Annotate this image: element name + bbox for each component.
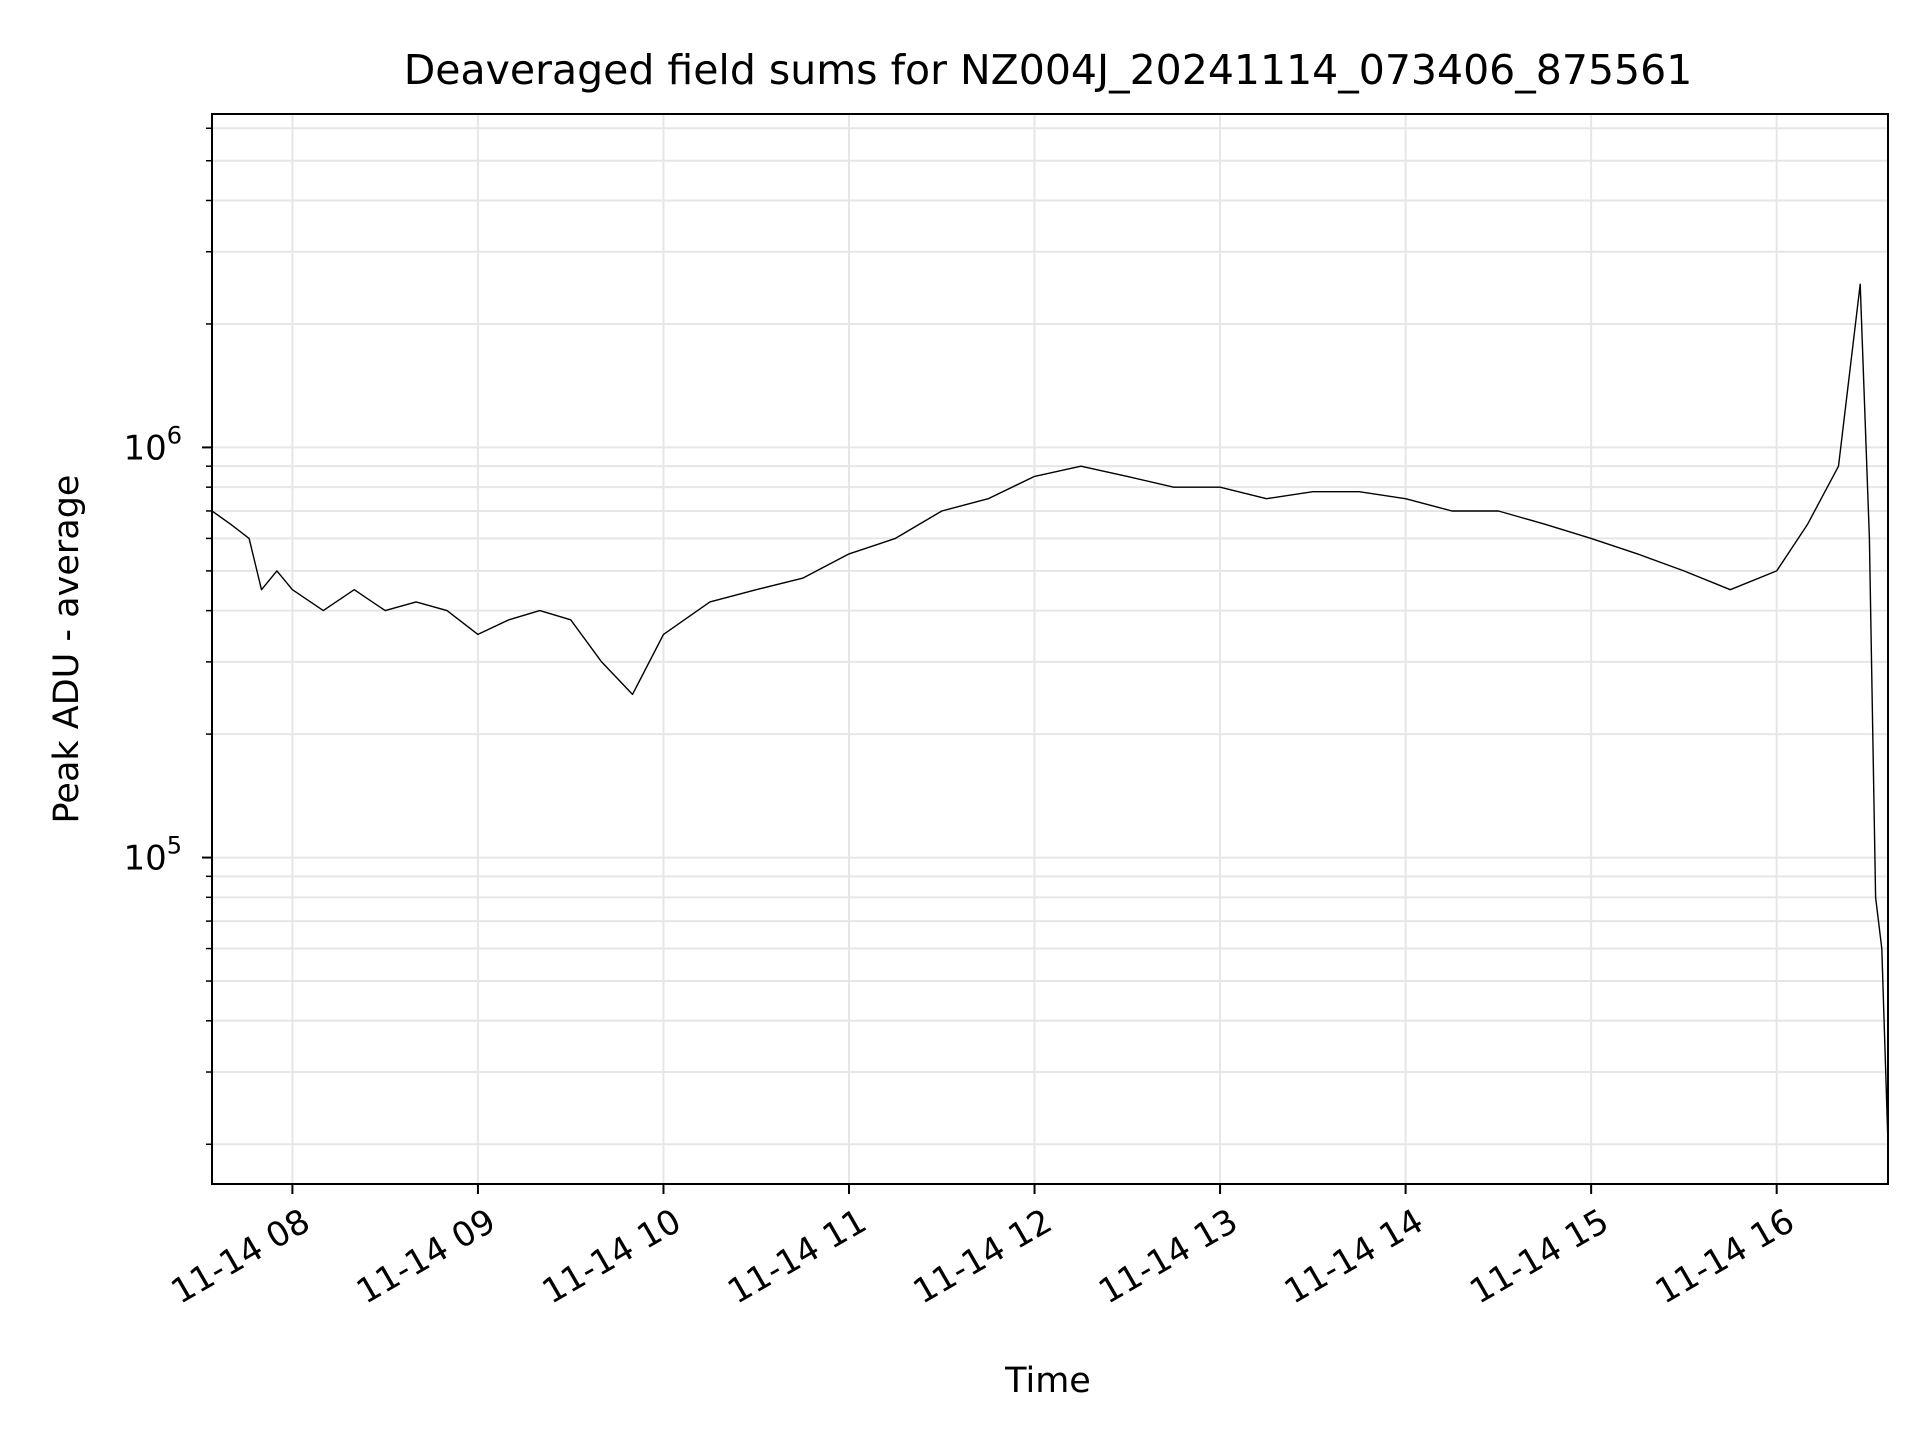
x-axis: 11-14 08 11-14 09 11-14 10 11-14 11 11-14 12… bbox=[165, 1184, 1801, 1312]
plot-area bbox=[212, 283, 1888, 1145]
y-tick-label: 105 bbox=[123, 832, 182, 879]
x-tick-label: 11-14 16 bbox=[1649, 1201, 1801, 1312]
grid bbox=[212, 114, 1888, 1184]
x-tick-label: 11-14 11 bbox=[721, 1201, 873, 1312]
series-line bbox=[212, 283, 1888, 1145]
x-tick-label: 11-14 12 bbox=[907, 1201, 1059, 1312]
x-tick-label: 11-14 09 bbox=[350, 1201, 502, 1312]
x-tick-label: 11-14 15 bbox=[1463, 1201, 1615, 1312]
x-tick-label: 11-14 14 bbox=[1278, 1201, 1430, 1312]
y-tick-label: 106 bbox=[123, 421, 182, 468]
chart-title: Deaveraged field sums for NZ004J_2024111… bbox=[404, 46, 1693, 94]
y-tick-base: 10 bbox=[123, 428, 166, 468]
y-tick-base: 10 bbox=[123, 839, 166, 879]
y-tick-exponent: 6 bbox=[167, 421, 182, 449]
y-axis-label: Peak ADU - average bbox=[47, 475, 87, 824]
axes-frame bbox=[211, 113, 1889, 1185]
y-tick-exponent: 5 bbox=[167, 832, 182, 860]
x-tick-label: 11-14 08 bbox=[165, 1201, 317, 1312]
x-tick-label: 11-14 10 bbox=[536, 1201, 688, 1312]
x-tick-label: 11-14 13 bbox=[1092, 1201, 1244, 1312]
series-polyline bbox=[212, 283, 1888, 1145]
x-axis-label: Time bbox=[1004, 1361, 1091, 1401]
